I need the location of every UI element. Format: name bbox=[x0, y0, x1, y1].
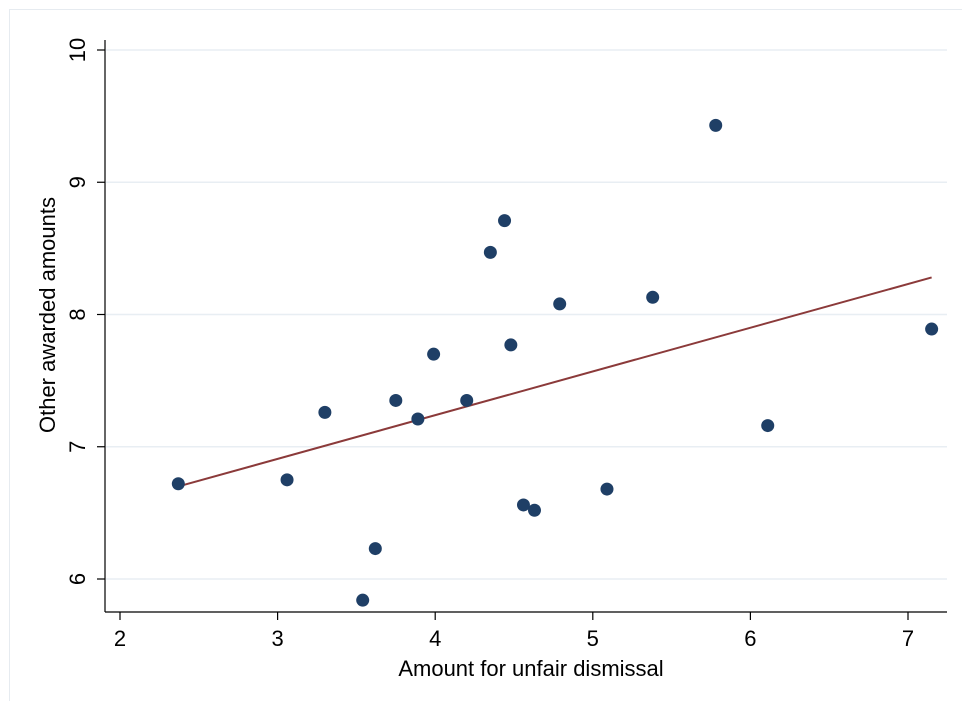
y-axis-title: Other awarded amounts bbox=[35, 197, 60, 433]
scatter-point bbox=[709, 118, 723, 132]
scatter-point bbox=[646, 290, 660, 304]
fitted-line bbox=[178, 276, 932, 488]
x-axis-title: Amount for unfair dismissal bbox=[398, 656, 663, 681]
y-tick-label: 8 bbox=[65, 308, 90, 320]
scatter-point bbox=[527, 503, 541, 517]
scatter-point bbox=[761, 419, 775, 433]
scatter-point bbox=[498, 214, 512, 228]
y-tick-label: 9 bbox=[65, 176, 90, 188]
x-tick-label: 7 bbox=[902, 626, 914, 651]
scatter-point bbox=[516, 498, 530, 512]
x-tick-label: 2 bbox=[114, 626, 126, 651]
scatter-point bbox=[483, 245, 497, 259]
graph-region bbox=[9, 9, 962, 701]
x-tick-label: 4 bbox=[429, 626, 441, 651]
y-tick-label: 10 bbox=[65, 38, 90, 62]
x-tick-label: 3 bbox=[271, 626, 283, 651]
scatter-point bbox=[460, 393, 474, 407]
scatter-point bbox=[504, 338, 518, 352]
data-points bbox=[171, 118, 939, 607]
scatter-point bbox=[411, 412, 425, 426]
scatter-point bbox=[368, 542, 382, 556]
gridlines bbox=[106, 49, 947, 580]
axes: 2 3 4 5 6 7 6 7 8 9 10 bbox=[65, 38, 947, 651]
scatter-point bbox=[171, 477, 185, 491]
scatter-point bbox=[280, 473, 294, 487]
fitted-line-layer bbox=[178, 276, 932, 488]
scatter-point bbox=[356, 593, 370, 607]
scatter-point bbox=[553, 297, 567, 311]
scatter-point bbox=[318, 405, 332, 419]
y-tick-label: 6 bbox=[65, 573, 90, 585]
x-tick-label: 5 bbox=[587, 626, 599, 651]
scatter-point bbox=[427, 347, 441, 361]
y-tick-label: 7 bbox=[65, 441, 90, 453]
x-tick-label: 6 bbox=[744, 626, 756, 651]
scatter-point bbox=[389, 393, 403, 407]
scatter-point bbox=[600, 482, 614, 496]
scatter-point bbox=[925, 322, 939, 336]
